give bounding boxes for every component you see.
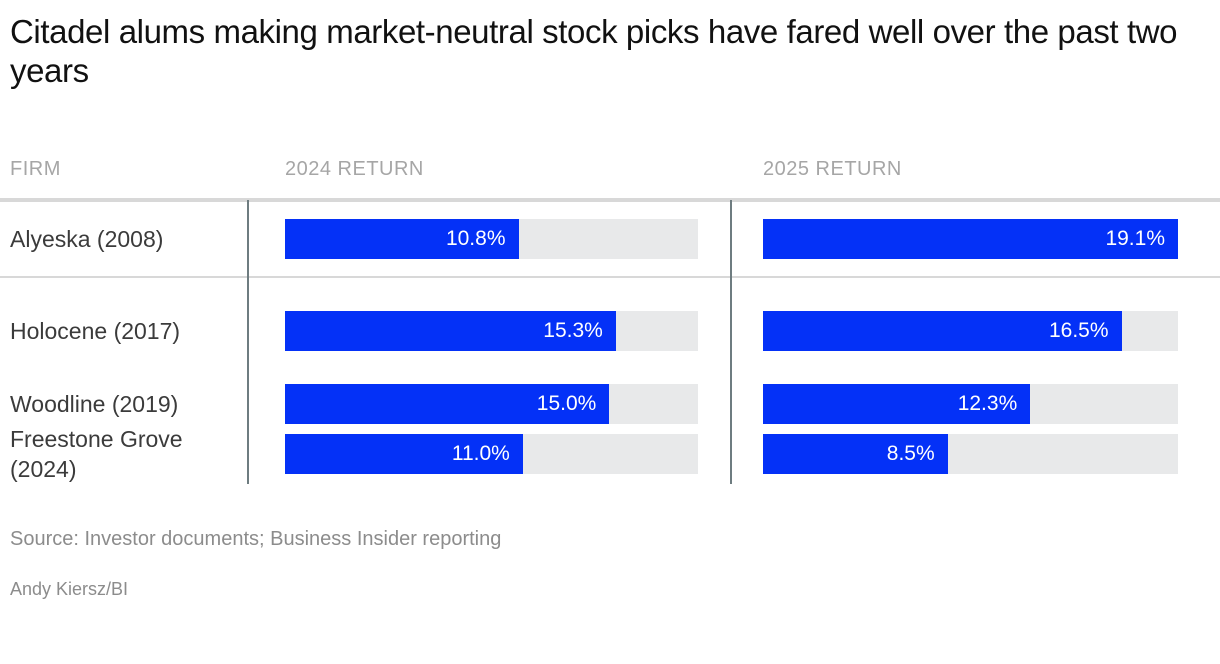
bar-value-label: 11.0%: [451, 442, 510, 465]
table-row: Woodline (2019) 15.0% 12.3%: [0, 384, 1220, 424]
bar-cell-2025: 16.5%: [731, 311, 1220, 351]
author-credit: Andy Kiersz/BI: [10, 579, 129, 599]
bar-value-label: 12.3%: [957, 392, 1018, 415]
returns-table: FIRM 2024 RETURN 2025 RETURN Alyeska (20…: [0, 140, 1220, 484]
firm-label: Holocene (2017): [10, 318, 181, 344]
bar-track: 12.3%: [763, 384, 1178, 424]
bar-fill: 19.1%: [763, 219, 1178, 259]
bar-fill: 12.3%: [763, 384, 1031, 424]
bar-track: 8.5%: [763, 434, 1178, 474]
column-header-2024-return: 2024 RETURN: [285, 157, 424, 180]
table-row: Holocene (2017) 15.3% 16.5%: [0, 276, 1220, 384]
column-header-2025-return: 2025 RETURN: [763, 157, 902, 180]
column-divider-right: [730, 200, 732, 484]
bar-cell-2025: 12.3%: [731, 384, 1220, 424]
bar-cell-2025: 19.1%: [731, 219, 1220, 259]
bar-track: 16.5%: [763, 311, 1178, 351]
bar-value-label: 8.5%: [886, 442, 935, 465]
chart-page: Citadel alums making market-neutral stoc…: [0, 13, 1220, 599]
table-body: Alyeska (2008) 10.8% 19.1% Holocene (2017) 1…: [0, 200, 1220, 484]
bar-value-label: 16.5%: [1048, 319, 1109, 342]
table-row: Freestone Grove (2024) 11.0% 8.5%: [0, 424, 1220, 484]
bar-cell-2025: 8.5%: [731, 434, 1220, 474]
firm-label: Freestone Grove (2024): [10, 426, 183, 482]
firm-label: Alyeska (2008): [10, 226, 164, 252]
bar-cell-2024: 15.3%: [248, 311, 731, 351]
bar-track: 10.8%: [285, 219, 698, 259]
column-header-firm: FIRM: [10, 157, 61, 180]
table-row: Alyeska (2008) 10.8% 19.1%: [0, 200, 1220, 276]
bar-track: 15.0%: [285, 384, 698, 424]
bar-track: 15.3%: [285, 311, 698, 351]
bar-fill: 8.5%: [763, 434, 948, 474]
column-divider-left: [247, 200, 249, 484]
bar-value-label: 15.3%: [543, 319, 603, 342]
bar-value-label: 10.8%: [445, 227, 506, 250]
bar-fill: 11.0%: [285, 434, 523, 474]
bar-cell-2024: 15.0%: [248, 384, 731, 424]
bar-value-label: 19.1%: [1105, 227, 1165, 250]
source-note: Source: Investor documents; Business Ins…: [10, 528, 502, 550]
bar-fill: 15.0%: [285, 384, 610, 424]
bar-fill: 16.5%: [763, 311, 1122, 351]
bar-cell-2024: 11.0%: [248, 434, 731, 474]
table-header-row: FIRM 2024 RETURN 2025 RETURN: [0, 140, 1220, 200]
chart-title: Citadel alums making market-neutral stoc…: [10, 13, 1178, 89]
bar-fill: 10.8%: [285, 219, 519, 259]
bar-track: 11.0%: [285, 434, 698, 474]
bar-fill: 15.3%: [285, 311, 616, 351]
bar-cell-2024: 10.8%: [248, 219, 731, 259]
bar-value-label: 15.0%: [536, 392, 597, 415]
firm-label: Woodline (2019): [10, 391, 179, 417]
bar-track: 19.1%: [763, 219, 1178, 259]
